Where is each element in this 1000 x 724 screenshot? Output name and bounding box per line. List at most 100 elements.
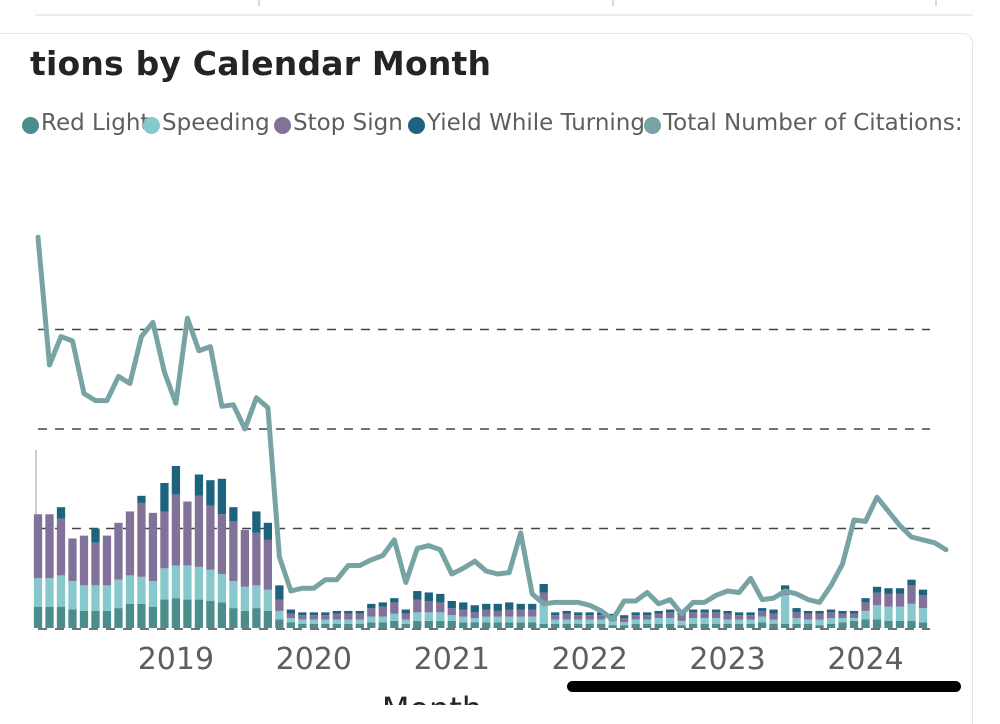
legend-label: Speeding xyxy=(162,110,270,136)
bar-yield-while-turning xyxy=(56,507,66,519)
legend-marker xyxy=(22,117,39,134)
bar-stop-sign xyxy=(849,613,859,619)
bar-speeding xyxy=(918,608,928,623)
bar-speeding xyxy=(79,585,89,611)
bar-stop-sign xyxy=(229,521,238,582)
bar-stop-sign xyxy=(447,608,456,616)
bar-red-light xyxy=(505,622,514,628)
bar-red-light xyxy=(263,610,273,628)
legend-marker xyxy=(644,117,661,134)
bar-red-light xyxy=(33,606,43,628)
bar-speeding xyxy=(780,595,790,624)
bar-yield-while-turning xyxy=(194,474,204,496)
bar-yield-while-turning xyxy=(884,588,893,594)
bar-speeding xyxy=(206,569,215,601)
bar-red-light xyxy=(757,622,767,628)
bar-yield-while-turning xyxy=(505,602,514,610)
top-strip xyxy=(0,0,1000,30)
x-axis-title: Month xyxy=(382,690,482,705)
bar-speeding xyxy=(838,618,847,623)
bar-yield-while-turning xyxy=(493,603,502,611)
x-tick-label: 2019 xyxy=(138,642,214,677)
bar-red-light xyxy=(390,620,399,628)
bar-red-light xyxy=(125,603,135,628)
bar-stop-sign xyxy=(585,615,594,620)
bar-stop-sign xyxy=(516,609,525,617)
bar-yield-while-turning xyxy=(907,579,916,586)
bar-red-light xyxy=(608,625,617,628)
bar-stop-sign xyxy=(505,609,514,617)
bar-red-light xyxy=(677,625,686,628)
bar-speeding xyxy=(125,575,135,604)
bar-speeding xyxy=(700,618,709,624)
home-indicator xyxy=(567,681,961,692)
bar-speeding xyxy=(378,616,387,623)
bar-stop-sign xyxy=(240,529,250,587)
bar-red-light xyxy=(401,623,410,628)
bar-stop-sign xyxy=(631,615,640,620)
bar-speeding xyxy=(355,619,364,624)
bar-speeding xyxy=(826,618,836,624)
bar-yield-while-turning xyxy=(551,612,560,616)
chart-plot: 2019 2020 2021 2022 2023 2024 Month xyxy=(33,234,949,705)
bar-red-light xyxy=(102,610,112,628)
bar-red-light xyxy=(723,623,732,628)
bar-speeding xyxy=(688,618,698,624)
bar-stop-sign xyxy=(815,613,824,620)
bar-stop-sign xyxy=(769,613,778,620)
bar-yield-while-turning xyxy=(895,588,905,594)
bar-speeding xyxy=(275,610,284,620)
chart-title: tions by Calendar Month xyxy=(30,44,492,83)
x-tick-label: 2023 xyxy=(689,642,765,677)
bar-yield-while-turning xyxy=(734,612,744,616)
bar-stop-sign xyxy=(470,612,479,619)
bar-yield-while-turning xyxy=(459,602,468,610)
bar-red-light xyxy=(861,619,870,628)
bar-stop-sign xyxy=(309,615,318,620)
bar-red-light xyxy=(91,610,100,628)
bar-speeding xyxy=(493,616,502,623)
bar-red-light xyxy=(585,623,594,628)
bar-red-light xyxy=(447,620,456,628)
bar-yield-while-turning xyxy=(838,610,847,614)
bar-red-light xyxy=(631,623,640,628)
bar-stop-sign xyxy=(551,615,560,620)
bar-yield-while-turning xyxy=(666,609,675,613)
bar-speeding xyxy=(171,565,181,599)
bar-red-light xyxy=(597,623,606,628)
bar-yield-while-turning xyxy=(206,480,215,506)
bar-red-light xyxy=(872,619,882,628)
bar-speeding xyxy=(217,573,227,603)
bar-speeding xyxy=(413,612,422,621)
bar-yield-while-turning xyxy=(918,589,928,596)
total-line-layer xyxy=(35,234,949,622)
bar-stop-sign xyxy=(424,600,433,613)
bar-yield-while-turning xyxy=(332,610,341,614)
bar-stop-sign xyxy=(137,502,146,577)
bar-speeding xyxy=(240,586,250,611)
bar-red-light xyxy=(194,599,204,628)
bar-red-light xyxy=(56,606,66,628)
bar-stop-sign xyxy=(321,615,330,620)
bar-yield-while-turning xyxy=(367,603,376,609)
bar-red-light xyxy=(769,623,778,628)
bar-stop-sign xyxy=(401,613,410,620)
bar-speeding xyxy=(367,616,376,623)
bar-yield-while-turning xyxy=(711,609,721,613)
bar-speeding xyxy=(390,613,399,621)
bar-speeding xyxy=(321,619,330,624)
bar-speeding xyxy=(229,581,238,609)
bar-speeding xyxy=(137,576,146,604)
x-tick-label: 2020 xyxy=(276,642,352,677)
bar-yield-while-turning xyxy=(355,610,364,614)
bar-speeding xyxy=(183,565,192,600)
bar-yield-while-turning xyxy=(424,592,433,601)
bar-speeding xyxy=(309,619,318,624)
bar-stop-sign xyxy=(378,606,387,617)
bar-red-light xyxy=(528,622,537,628)
bar-red-light xyxy=(551,623,560,628)
bar-red-light xyxy=(309,623,318,628)
x-tick-label: 2021 xyxy=(414,642,490,677)
x-tick-label: 2024 xyxy=(827,642,903,677)
bar-red-light xyxy=(907,620,916,628)
